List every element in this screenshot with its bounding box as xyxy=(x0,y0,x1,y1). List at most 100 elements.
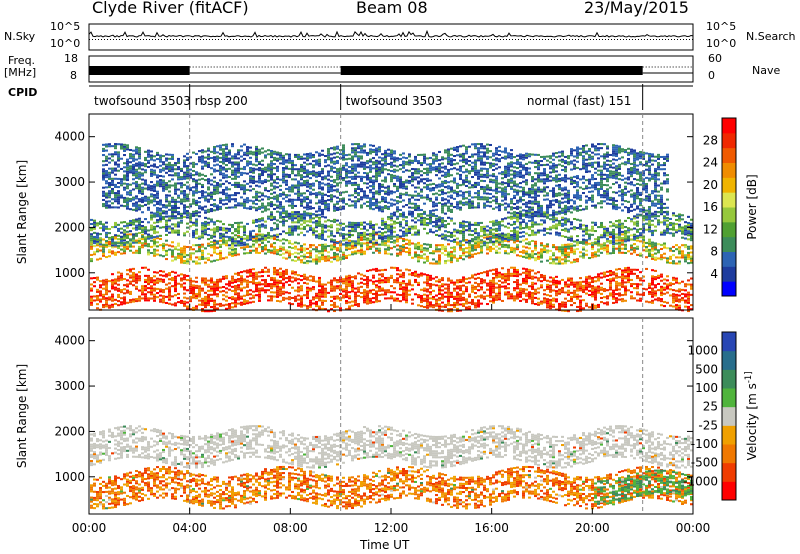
heat-cell xyxy=(357,165,360,168)
heat-cell xyxy=(225,151,228,154)
heat-cell xyxy=(423,212,426,215)
heat-cell xyxy=(420,164,423,167)
heat-cell xyxy=(210,179,213,182)
heat-cell xyxy=(147,200,150,203)
heat-cell xyxy=(450,210,453,213)
heat-cell xyxy=(279,156,282,159)
heat-cell xyxy=(273,281,276,284)
heat-cell xyxy=(459,299,462,302)
heat-cell xyxy=(417,231,420,234)
heat-cell xyxy=(435,248,438,251)
heat-cell xyxy=(306,163,309,166)
heat-cell xyxy=(99,241,102,244)
heat-cell xyxy=(297,190,300,193)
heat-cell xyxy=(168,290,171,293)
heat-cell xyxy=(339,258,342,261)
heat-cell xyxy=(165,273,168,276)
heat-cell xyxy=(114,143,117,146)
heat-cell xyxy=(132,233,135,236)
heat-cell xyxy=(474,221,477,224)
heat-cell xyxy=(96,297,99,300)
heat-cell xyxy=(441,182,444,185)
heat-cell xyxy=(198,201,201,204)
heat-cell xyxy=(333,152,336,155)
heat-cell xyxy=(303,216,306,219)
heat-cell xyxy=(342,226,345,229)
heat-cell xyxy=(444,238,447,241)
heat-cell xyxy=(315,246,318,249)
heat-cell xyxy=(129,165,132,168)
heat-cell xyxy=(321,172,324,175)
heat-cell xyxy=(465,286,468,289)
heat-cell xyxy=(150,164,153,167)
heat-cell xyxy=(165,295,168,298)
heat-cell xyxy=(327,172,330,175)
heat-cell xyxy=(168,170,171,173)
heat-cell xyxy=(348,282,351,286)
heat-cell xyxy=(402,187,405,190)
heat-cell xyxy=(384,180,387,183)
heat-cell xyxy=(348,291,351,294)
heat-cell xyxy=(291,296,294,299)
heat-cell xyxy=(294,273,297,276)
heat-cell xyxy=(147,149,150,152)
heat-cell xyxy=(354,151,357,154)
heat-cell xyxy=(417,258,420,261)
heat-cell xyxy=(429,218,432,221)
heat-cell xyxy=(459,223,462,227)
heat-cell xyxy=(384,240,387,243)
heat-cell xyxy=(216,182,219,185)
heat-cell xyxy=(195,179,198,182)
heat-cell xyxy=(141,162,144,165)
heat-cell xyxy=(141,192,144,195)
heat-cell xyxy=(438,284,441,287)
heat-cell xyxy=(414,293,417,296)
heat-cell xyxy=(234,204,237,207)
heat-cell xyxy=(375,267,378,270)
heat-cell xyxy=(423,287,426,290)
heat-cell xyxy=(129,249,132,252)
heat-cell xyxy=(222,233,225,236)
heat-cell xyxy=(225,164,228,167)
heat-cell xyxy=(153,200,156,203)
heat-cell xyxy=(153,212,156,215)
heat-cell xyxy=(198,235,201,238)
heat-cell xyxy=(393,203,396,206)
heat-cell xyxy=(123,296,126,299)
heat-cell xyxy=(399,182,402,185)
heat-cell xyxy=(291,225,294,228)
heat-cell xyxy=(468,192,471,195)
heat-cell xyxy=(468,170,471,173)
heat-cell xyxy=(294,215,297,218)
heat-cell xyxy=(435,280,438,283)
heat-cell xyxy=(153,250,156,253)
beam-title: Beam 08 xyxy=(356,0,428,17)
heat-cell xyxy=(456,281,459,284)
heat-cell xyxy=(270,164,273,167)
heat-cell xyxy=(150,154,153,157)
heat-cell xyxy=(399,275,402,278)
heat-cell xyxy=(255,281,258,284)
heat-cell xyxy=(438,254,441,257)
heat-cell xyxy=(363,278,366,281)
heat-cell xyxy=(351,200,354,203)
heat-cell xyxy=(219,239,222,242)
heat-cell xyxy=(177,157,180,160)
heat-cell xyxy=(315,214,318,217)
heat-cell xyxy=(114,298,117,301)
heat-cell xyxy=(192,244,195,247)
heat-cell xyxy=(219,280,222,283)
heat-cell xyxy=(387,191,390,194)
heat-cell xyxy=(177,223,180,226)
heat-cell xyxy=(237,284,240,287)
heat-cell xyxy=(471,274,474,277)
heat-cell xyxy=(465,148,468,151)
heat-cell xyxy=(207,188,210,191)
heat-cell xyxy=(285,175,288,178)
heat-cell xyxy=(174,225,177,228)
heat-cell xyxy=(420,288,423,291)
heat-cell xyxy=(264,246,267,249)
heat-cell xyxy=(360,236,363,239)
heat-cell xyxy=(291,186,294,189)
heat-cell xyxy=(135,224,138,227)
